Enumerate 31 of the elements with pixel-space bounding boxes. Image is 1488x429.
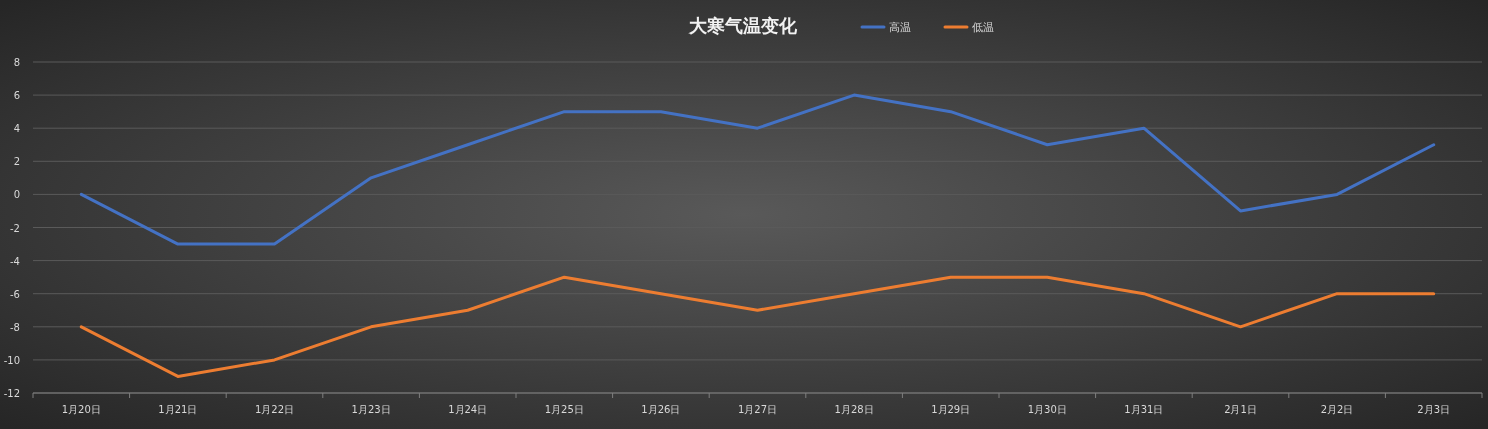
x-tick-label: 1月26日 xyxy=(641,404,681,415)
x-tick-label: 2月1日 xyxy=(1224,404,1257,415)
y-tick-label: -12 xyxy=(3,388,20,399)
y-tick-label: 8 xyxy=(13,57,20,68)
y-tick-label: 0 xyxy=(13,189,20,201)
y-tick-label: -6 xyxy=(10,288,20,300)
x-tick-label: 2月2日 xyxy=(1320,404,1354,415)
y-tick-label: 2 xyxy=(13,156,20,168)
y-tick-label: 4 xyxy=(13,123,20,135)
y-tick-label: -10 xyxy=(3,354,20,366)
x-tick-label: 1月29日 xyxy=(931,404,971,415)
x-tick-label: 1月21日 xyxy=(158,404,198,415)
x-tick-label: 1月31日 xyxy=(1124,404,1164,415)
x-tick-label: 1月28日 xyxy=(834,404,874,415)
line-series xyxy=(79,93,1436,246)
y-tick-label: -4 xyxy=(10,255,20,267)
y-tick-label: 6 xyxy=(13,90,20,102)
x-tick-label: 1月23日 xyxy=(351,404,391,415)
x-tick-label: 1月30日 xyxy=(1027,404,1067,415)
y-tick-label: -2 xyxy=(10,222,20,234)
x-tick-label: 1月24日 xyxy=(448,404,488,415)
legend-label: 低温 xyxy=(972,21,994,34)
x-tick-label: 2月3日 xyxy=(1417,404,1451,415)
x-tick-label: 1月27日 xyxy=(737,404,778,415)
x-tick-label: 1月20日 xyxy=(61,404,101,415)
y-tick-label: -8 xyxy=(10,321,20,333)
chart-title: 大寒气温变化 xyxy=(688,15,798,36)
legend-label: 高温 xyxy=(889,21,911,34)
x-tick-label: 1月22日 xyxy=(254,404,295,415)
line-series xyxy=(79,275,1436,378)
x-tick-label: 1月25日 xyxy=(544,404,584,415)
